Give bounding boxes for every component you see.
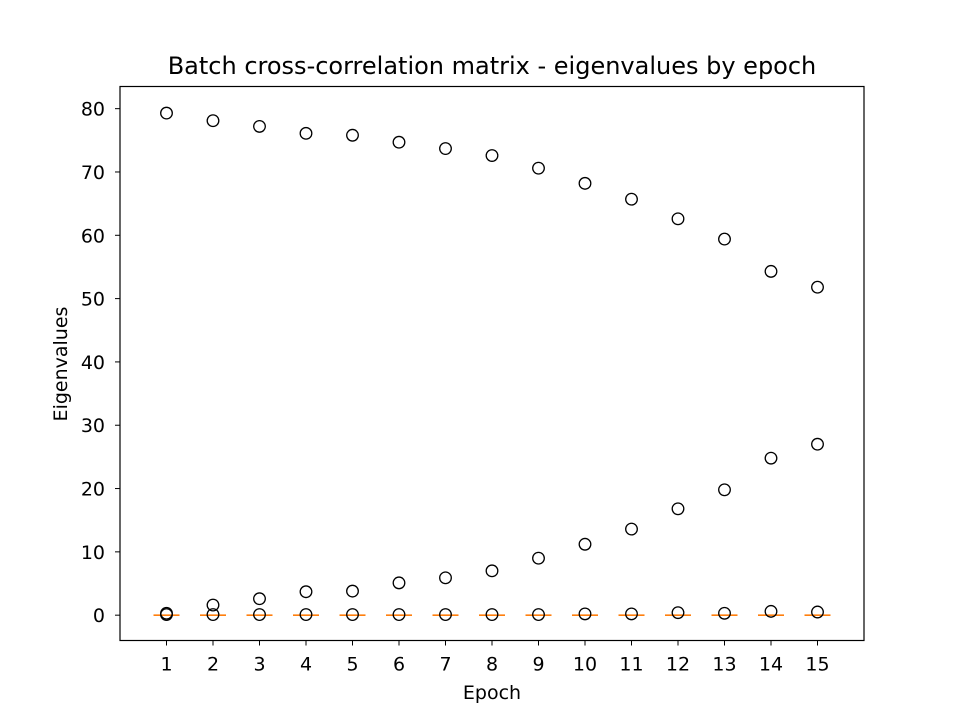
outlier-point bbox=[532, 608, 545, 621]
outlier-point bbox=[578, 537, 592, 551]
outlier-point bbox=[532, 161, 545, 175]
outlier-point bbox=[718, 606, 731, 620]
x-tick-label: 15 bbox=[805, 654, 829, 676]
y-tick-label: 0 bbox=[93, 605, 105, 627]
outlier-point bbox=[625, 522, 638, 536]
outlier-point bbox=[439, 142, 452, 155]
outlier-point bbox=[299, 608, 313, 621]
outlier-point bbox=[346, 128, 359, 142]
y-axis: 0 10 20 30 40 50 60 70 80 bbox=[81, 99, 120, 627]
y-axis-label: Eigenvalues bbox=[50, 307, 72, 422]
outlier-point bbox=[764, 451, 778, 465]
x-tick-label: 7 bbox=[439, 654, 451, 676]
outlier-point bbox=[253, 608, 266, 621]
outlier-point bbox=[718, 232, 731, 246]
x-tick-label: 8 bbox=[486, 654, 498, 676]
outlier-point bbox=[671, 502, 685, 516]
outlier-point bbox=[439, 571, 452, 585]
outlier-point bbox=[253, 592, 266, 606]
y-tick-label: 10 bbox=[81, 542, 105, 564]
x-tick-label: 4 bbox=[300, 654, 312, 676]
x-tick-label: 3 bbox=[253, 654, 265, 676]
outlier-point bbox=[485, 564, 499, 578]
x-tick-label: 11 bbox=[619, 654, 643, 676]
outlier-point bbox=[764, 264, 778, 278]
x-axis-label: Epoch bbox=[463, 682, 521, 704]
outlier-point bbox=[485, 608, 499, 621]
outlier-point bbox=[485, 149, 499, 162]
outlier-point bbox=[578, 607, 592, 621]
outlier-point bbox=[206, 114, 220, 128]
plot-frame bbox=[119, 85, 865, 642]
outlier-point bbox=[625, 607, 638, 621]
outlier-point bbox=[811, 280, 824, 294]
chart-title: Batch cross-correlation matrix - eigenva… bbox=[168, 52, 817, 80]
outlier-point bbox=[299, 585, 313, 599]
outlier-point bbox=[392, 135, 406, 149]
x-tick-label: 12 bbox=[666, 654, 690, 676]
outlier-point bbox=[578, 176, 592, 190]
outlier-point bbox=[625, 192, 638, 206]
outlier-point bbox=[160, 608, 173, 621]
outlier-point bbox=[671, 606, 685, 620]
y-tick-label: 80 bbox=[81, 99, 105, 121]
outlier-point bbox=[811, 437, 824, 451]
outlier-point bbox=[160, 106, 173, 120]
outlier-point bbox=[811, 605, 824, 619]
outlier-point bbox=[718, 483, 731, 497]
x-tick-label: 2 bbox=[207, 654, 219, 676]
y-tick-label: 20 bbox=[81, 479, 105, 501]
outlier-point bbox=[671, 212, 685, 226]
x-axis: 1 2 3 4 5 6 7 8 9 10 11 12 13 14 15 bbox=[160, 640, 830, 676]
outlier-point bbox=[532, 551, 545, 565]
outlier-point bbox=[346, 584, 359, 598]
outlier-point bbox=[392, 576, 406, 590]
outlier-point bbox=[764, 604, 778, 618]
x-tick-label: 10 bbox=[573, 654, 597, 676]
x-tick-label: 6 bbox=[393, 654, 405, 676]
outlier-point bbox=[299, 126, 313, 140]
outlier-point bbox=[439, 608, 452, 621]
x-tick-label: 9 bbox=[532, 654, 544, 676]
x-tick-label: 5 bbox=[346, 654, 358, 676]
x-tick-label: 13 bbox=[712, 654, 736, 676]
y-tick-label: 60 bbox=[81, 225, 105, 247]
x-tick-label: 1 bbox=[160, 654, 172, 676]
x-tick-label: 14 bbox=[759, 654, 783, 676]
y-tick-label: 30 bbox=[81, 415, 105, 437]
outlier-point bbox=[206, 608, 220, 621]
outlier-point bbox=[206, 598, 220, 612]
outlier-point bbox=[346, 608, 359, 621]
y-tick-label: 70 bbox=[81, 162, 105, 184]
points-layer bbox=[160, 106, 824, 621]
y-tick-label: 50 bbox=[81, 289, 105, 311]
outlier-point bbox=[392, 608, 406, 621]
y-tick-label: 40 bbox=[81, 352, 105, 374]
outlier-point bbox=[253, 119, 266, 133]
